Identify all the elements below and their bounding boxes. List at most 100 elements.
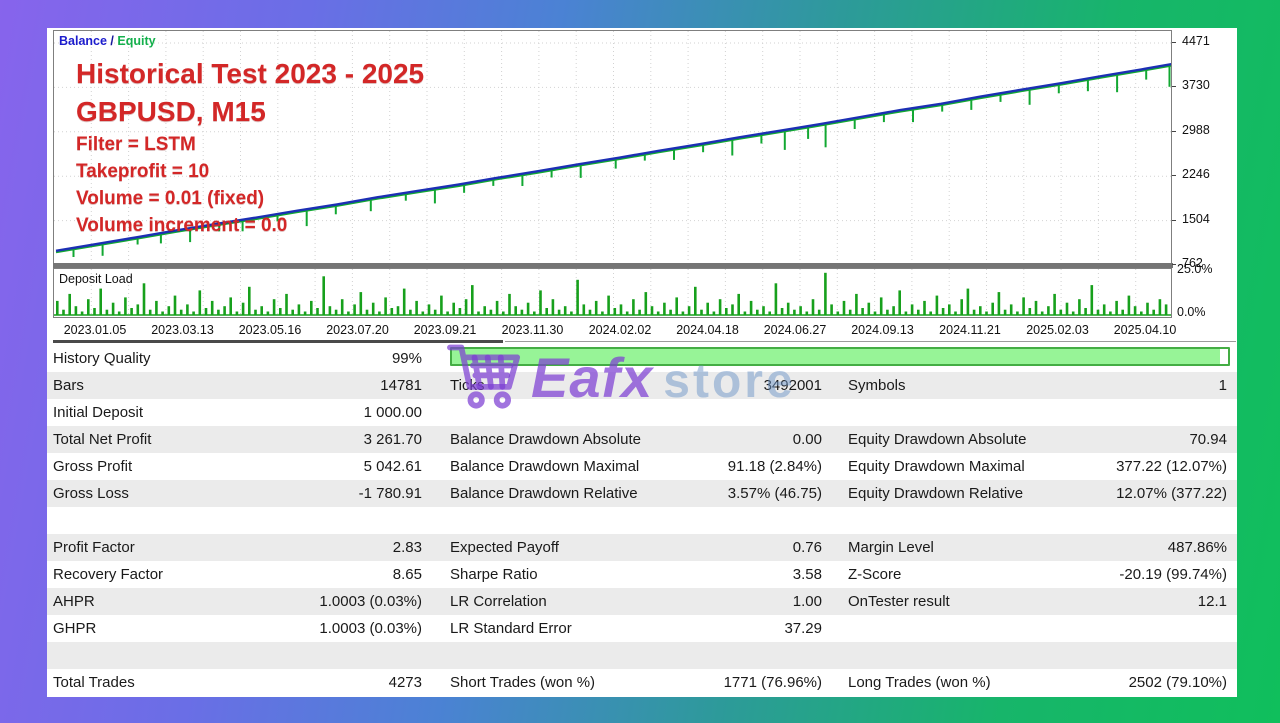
table-row bbox=[47, 507, 1237, 534]
stat-value: 377.22 (12.07%) bbox=[1116, 458, 1227, 475]
time-axis-label: 2024.06.27 bbox=[763, 323, 827, 337]
time-axis-label: 2023.01.05 bbox=[63, 323, 127, 337]
time-axis-label: 2024.11.21 bbox=[939, 323, 1001, 337]
stat-label: Gross Profit bbox=[53, 458, 133, 475]
stat-value: 4273 bbox=[388, 674, 422, 691]
stat-label bbox=[450, 507, 690, 534]
progress-fill bbox=[452, 349, 1221, 364]
stat-label bbox=[848, 507, 1083, 534]
stat-value: 1.0003 (0.03%) bbox=[319, 593, 422, 610]
stat-label: LR Correlation bbox=[450, 593, 547, 610]
chart-annotations: Historical Test 2023 - 2025 GBPUSD, M15 … bbox=[76, 55, 424, 239]
table-row: History Quality 99% bbox=[47, 345, 1237, 372]
axis-tick bbox=[1172, 86, 1176, 88]
annotation-symbol: GBPUSD, M15 bbox=[76, 96, 266, 127]
stat-value: 12.07% (377.22) bbox=[1116, 485, 1227, 502]
stat-value bbox=[1083, 507, 1227, 534]
time-axis-label: 2023.09.21 bbox=[413, 323, 477, 337]
table-row: Profit Factor 2.83 Expected Payoff 0.76 Marg… bbox=[47, 534, 1237, 561]
price-axis-label: 3730 bbox=[1182, 78, 1210, 93]
stat-label: Sharpe Ratio bbox=[450, 566, 538, 583]
deposit-load-label: Deposit Load bbox=[59, 272, 133, 286]
stat-label: History Quality bbox=[53, 350, 151, 367]
stat-label bbox=[53, 507, 293, 534]
stat-label bbox=[450, 399, 690, 426]
time-axis-label: 2024.02.02 bbox=[588, 323, 652, 337]
axis-tick bbox=[1172, 219, 1176, 221]
deposit-min-label: 0.0% bbox=[1177, 305, 1206, 319]
legend-balance-label: Balance bbox=[59, 34, 107, 48]
axis-tick bbox=[1172, 130, 1176, 132]
stat-value: -20.19 (99.74%) bbox=[1119, 566, 1227, 583]
stat-value: 99% bbox=[391, 350, 422, 367]
annotation-params: Filter = LSTM Takeprofit = 10 Volume = 0.0… bbox=[76, 131, 424, 239]
stat-value: 3.57% (46.75) bbox=[727, 485, 822, 502]
time-axis-label: 2025.04.10 bbox=[1113, 323, 1177, 337]
stat-label: GHPR bbox=[53, 620, 97, 637]
price-axis-label: 2988 bbox=[1182, 122, 1210, 137]
chart-scrollbar-thumb[interactable] bbox=[53, 340, 503, 343]
stat-label: Profit Factor bbox=[53, 539, 135, 556]
statistics-table: History Quality 99% Bars 14781 Ticks 3492001 S… bbox=[47, 345, 1237, 696]
axis-tick bbox=[1172, 264, 1176, 265]
chart-scrollbar-track[interactable] bbox=[505, 341, 1236, 342]
legend-separator: / bbox=[106, 34, 118, 48]
stat-label: Balance Drawdown Maximal bbox=[450, 458, 640, 475]
stat-value: 1 bbox=[1218, 377, 1227, 394]
stat-value bbox=[1083, 399, 1227, 426]
table-row: Initial Deposit 1 000.00 bbox=[47, 399, 1237, 426]
legend-equity-label: Equity bbox=[117, 34, 156, 48]
stat-label: Total Trades bbox=[53, 674, 135, 691]
stat-label: Gross Loss bbox=[53, 485, 129, 502]
time-axis: 2023.01.05 2023.03.13 2023.05.16 2023.07.20… bbox=[53, 323, 1177, 339]
stat-label: Margin Level bbox=[848, 539, 934, 556]
stat-label: LR Standard Error bbox=[450, 620, 572, 637]
annotation-line: Takeprofit = 10 bbox=[76, 161, 210, 182]
table-row bbox=[47, 642, 1237, 669]
stat-value: -1 780.91 bbox=[358, 485, 422, 502]
stat-value: 5 042.61 bbox=[363, 458, 422, 475]
deposit-load-plot bbox=[54, 269, 1171, 317]
table-row: Total Trades 4273 Short Trades (won %) 1771… bbox=[47, 669, 1237, 696]
stat-label: Z-Score bbox=[848, 566, 902, 583]
price-axis-label: 4471 bbox=[1182, 34, 1210, 48]
time-axis-label: 2024.09.13 bbox=[851, 323, 914, 337]
history-quality-progress-bar bbox=[450, 347, 1230, 366]
stat-value bbox=[690, 642, 822, 669]
stat-value: 37.29 bbox=[784, 620, 822, 637]
stat-value bbox=[690, 399, 822, 426]
stat-value: 91.18 (2.84%) bbox=[727, 458, 822, 475]
time-axis-label: 2023.05.16 bbox=[238, 323, 302, 337]
stat-label: AHPR bbox=[53, 593, 95, 610]
deposit-max-label: 25.0% bbox=[1177, 262, 1213, 276]
time-axis-label: 2024.04.18 bbox=[676, 323, 739, 337]
table-row: Bars 14781 Ticks 3492001 Symbols 1 bbox=[47, 372, 1237, 399]
deposit-load-chart: Deposit Load bbox=[53, 268, 1172, 318]
stat-label: Expected Payoff bbox=[450, 539, 559, 556]
axis-tick bbox=[1172, 175, 1176, 177]
table-row: Gross Loss -1 780.91 Balance Drawdown Rela… bbox=[47, 480, 1237, 507]
stat-label: Bars bbox=[53, 377, 84, 394]
stat-label: Balance Drawdown Absolute bbox=[450, 431, 641, 448]
stat-label: Equity Drawdown Absolute bbox=[848, 431, 1027, 448]
table-row: AHPR 1.0003 (0.03%) LR Correlation 1.00 OnTe… bbox=[47, 588, 1237, 615]
balance-equity-plot bbox=[54, 31, 1171, 263]
stat-label: Long Trades (won %) bbox=[848, 674, 991, 691]
time-axis-label: 2023.11.30 bbox=[501, 323, 564, 337]
panel-divider bbox=[53, 263, 1173, 268]
stat-label: Ticks bbox=[450, 377, 485, 394]
balance-equity-chart: Balance / Equity Historical Test 2023 - … bbox=[53, 30, 1172, 264]
annotation-line: Volume increment = 0.0 bbox=[76, 215, 288, 236]
stat-value bbox=[1083, 642, 1227, 669]
stat-value: 8.65 bbox=[392, 566, 422, 583]
stat-value: 3492001 bbox=[763, 377, 822, 394]
stat-label: Total Net Profit bbox=[53, 431, 152, 448]
stat-value: 1771 (76.96%) bbox=[723, 674, 822, 691]
table-row: Total Net Profit 3 261.70 Balance Drawdown… bbox=[47, 426, 1237, 453]
stat-value: 3.58 bbox=[792, 566, 822, 583]
price-axis-label: 2246 bbox=[1182, 167, 1210, 182]
chart-legend: Balance / Equity bbox=[59, 34, 156, 48]
stat-label: Equity Drawdown Relative bbox=[848, 485, 1024, 502]
table-row: Gross Profit 5 042.61 Balance Drawdown Max… bbox=[47, 453, 1237, 480]
